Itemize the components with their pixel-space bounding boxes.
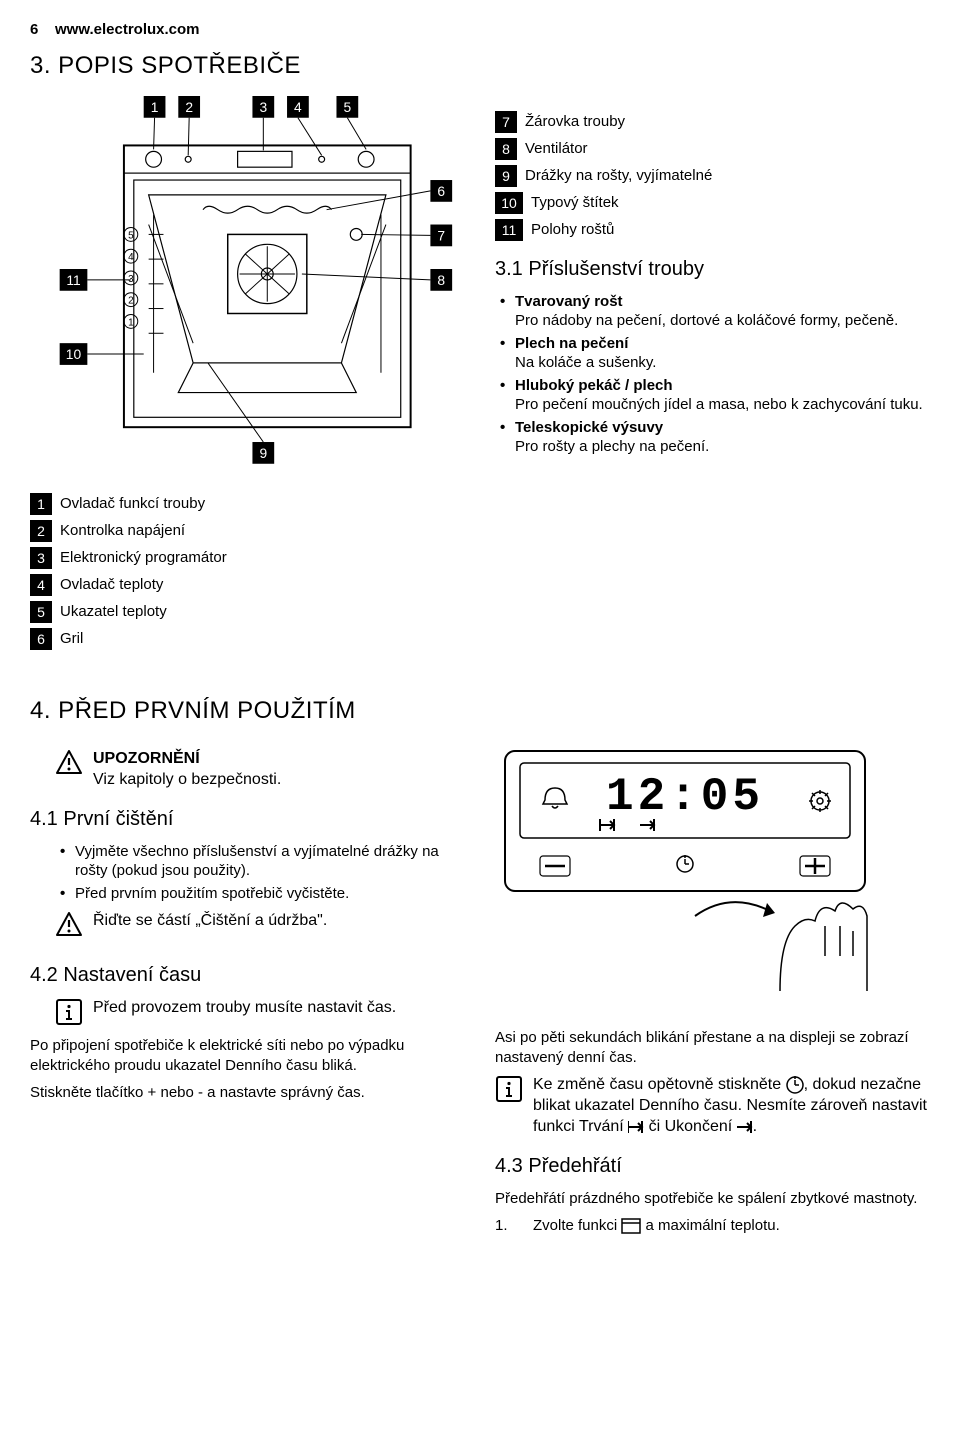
display-time: 12:05: [606, 771, 764, 823]
num-4: 4: [30, 574, 52, 596]
num-3: 3: [30, 547, 52, 569]
duration-icon: [628, 1121, 644, 1133]
page-header: 6 www.electrolux.com: [30, 20, 930, 40]
legend-7: Žárovka trouby: [525, 112, 625, 132]
legend-11: Polohy roštů: [531, 220, 614, 240]
num-5: 5: [30, 601, 52, 623]
info2-c: či Ukončení: [644, 1118, 736, 1135]
page-number: 6: [30, 21, 38, 38]
clock-icon: [786, 1076, 804, 1094]
oven-diagram: 1 2 3 4 5 6 7 8 9 11 10: [30, 96, 465, 472]
legend-2: Kontrolka napájení: [60, 521, 185, 541]
warn1-text: Viz kapitoly o bezpečnosti.: [93, 770, 281, 791]
info2-d: .: [753, 1118, 757, 1135]
info-1: Před provozem trouby musíte nastavit čas…: [55, 998, 465, 1026]
svg-text:10: 10: [66, 346, 82, 362]
step-1: 1. Zvolte funkci a maximální teplotu.: [495, 1216, 930, 1236]
body-43: Předehřátí prázdného spotřebiče ke spále…: [495, 1189, 930, 1209]
sub-4-2-title: 4.2 Nastavení času: [30, 962, 465, 988]
num-7: 7: [495, 111, 517, 133]
info-icon: [55, 998, 83, 1026]
svg-text:4: 4: [294, 99, 302, 115]
acc-0-desc: Pro nádoby na pečení, dortové a koláčové…: [515, 311, 930, 331]
sub-4-3-title: 4.3 Předehřátí: [495, 1153, 930, 1179]
end-icon: [737, 1121, 753, 1133]
svg-text:5: 5: [343, 99, 351, 115]
acc-1-desc: Na koláče a sušenky.: [515, 353, 930, 373]
svg-text:4: 4: [128, 252, 134, 263]
svg-text:11: 11: [66, 272, 81, 288]
info2-a: Ke změně času opětovně stiskněte: [533, 1076, 786, 1093]
function-box-icon: [621, 1218, 641, 1234]
num-8: 8: [495, 138, 517, 160]
acc-3-desc: Pro rošty a plechy na pečení.: [515, 437, 930, 457]
num-1: 1: [30, 493, 52, 515]
warn2-text: Řiďte se částí „Čištění a údržba".: [93, 911, 327, 932]
sub41-b0: Vyjměte všechno příslušenství a vyjímate…: [75, 842, 465, 881]
body-42a: Po připojení spotřebiče k elektrické sít…: [30, 1036, 465, 1075]
sub41-b1: Před prvním použitím spotřebič vyčistěte…: [75, 884, 465, 904]
accessories-list: Tvarovaný rošt Pro nádoby na pečení, dor…: [495, 292, 930, 457]
section-3-title: 3. POPIS SPOTŘEBIČE: [30, 50, 930, 81]
display-diagram: 12:05: [495, 741, 875, 1001]
legend-1: Ovladač funkcí trouby: [60, 494, 205, 514]
acc-0-name: Tvarovaný rošt: [515, 293, 623, 310]
warning-icon: [55, 911, 83, 937]
step1-a: Zvolte funkci: [533, 1217, 621, 1234]
step-1-text: Zvolte funkci a maximální teplotu.: [533, 1216, 780, 1236]
num-11: 11: [495, 219, 523, 241]
acc-2-name: Hluboký pekáč / plech: [515, 377, 673, 394]
warning-2: Řiďte se částí „Čištění a údržba".: [55, 911, 465, 937]
info1-text: Před provozem trouby musíte nastavit čas…: [93, 998, 396, 1019]
acc-1-name: Plech na pečení: [515, 335, 628, 352]
acc-3-name: Teleskopické výsuvy: [515, 419, 663, 436]
body-right-top: Asi po pěti sekundách blikání přestane a…: [495, 1028, 930, 1067]
svg-text:1: 1: [128, 317, 134, 328]
legend-5: Ukazatel teploty: [60, 602, 167, 622]
legend-4: Ovladač teploty: [60, 575, 163, 595]
svg-text:8: 8: [437, 272, 445, 288]
svg-text:6: 6: [437, 183, 445, 199]
legend-3: Elektronický programátor: [60, 548, 227, 568]
step-1-num: 1.: [495, 1216, 513, 1236]
info-icon: [495, 1075, 523, 1103]
sub-4-1-title: 4.1 První čištění: [30, 806, 465, 832]
section-4-title: 4. PŘED PRVNÍM POUŽITÍM: [30, 695, 930, 726]
svg-text:1: 1: [151, 99, 159, 115]
step1-b: a maximální teplotu.: [641, 1217, 779, 1234]
svg-text:7: 7: [437, 227, 445, 243]
svg-text:9: 9: [259, 445, 267, 461]
num-9: 9: [495, 165, 517, 187]
legend-9: Drážky na rošty, vyjímatelné: [525, 166, 712, 186]
legend-8: Ventilátor: [525, 139, 588, 159]
right-legend-list: 7 Žárovka trouby 8 Ventilátor 9 Drážky na r…: [495, 111, 930, 241]
svg-text:2: 2: [128, 295, 134, 306]
svg-text:3: 3: [128, 274, 134, 285]
sub-3-1-title: 3.1 Příslušenství trouby: [495, 256, 930, 282]
svg-text:5: 5: [128, 230, 134, 241]
sub41-bullets: Vyjměte všechno příslušenství a vyjímate…: [55, 842, 465, 904]
legend-6: Gril: [60, 629, 83, 649]
warning-icon: [55, 749, 83, 775]
header-url: www.electrolux.com: [55, 21, 200, 38]
acc-2-desc: Pro pečení moučných jídel a masa, nebo k…: [515, 395, 930, 415]
warn1-bold: UPOZORNĚNÍ: [93, 749, 281, 770]
legend-10: Typový štítek: [531, 193, 619, 213]
left-legend-list: 1 Ovladač funkcí trouby 2 Kontrolka napáje…: [30, 493, 465, 650]
info2-text: Ke změně času opětovně stiskněte , dokud…: [533, 1075, 930, 1137]
svg-text:3: 3: [259, 99, 267, 115]
body-42b: Stiskněte tlačítko + nebo - a nastavte s…: [30, 1083, 465, 1103]
svg-text:2: 2: [185, 99, 193, 115]
info-2: Ke změně času opětovně stiskněte , dokud…: [495, 1075, 930, 1137]
num-6: 6: [30, 628, 52, 650]
num-10: 10: [495, 192, 523, 214]
warning-1: UPOZORNĚNÍ Viz kapitoly o bezpečnosti.: [55, 749, 465, 791]
num-2: 2: [30, 520, 52, 542]
